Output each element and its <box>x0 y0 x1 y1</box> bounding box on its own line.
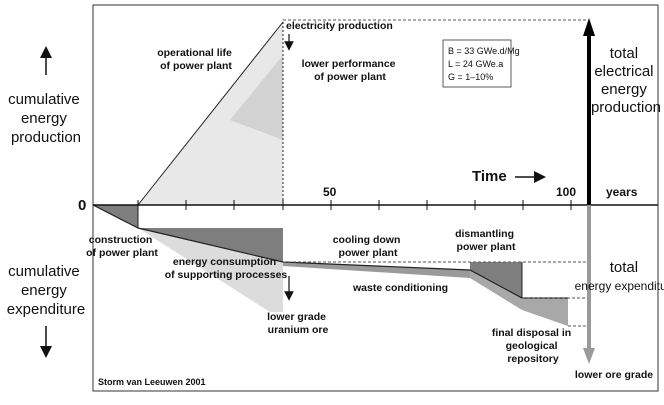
dismantling-line-2: power plant <box>457 241 516 253</box>
total-production-line-2: electrical <box>594 63 653 80</box>
time-label: Time <box>472 168 507 185</box>
dismantling-label: dismantling power plant <box>455 228 517 253</box>
expenditure-side-line-2: energy <box>21 282 67 299</box>
construction-line-2: of power plant <box>86 247 158 259</box>
lower-grade-label: lower grade uranium ore <box>267 311 329 336</box>
supporting-processes-line-2: of supporting processes <box>165 269 288 281</box>
lower-performance-line-2: of power plant <box>314 71 386 83</box>
total-production-line-1: total <box>610 45 638 62</box>
parameter-b: B = 33 GWe.d/Mg <box>448 46 520 56</box>
operational-life-line-1: operational life <box>157 47 232 59</box>
final-disposal-line-2: geological <box>506 340 558 352</box>
parameter-box <box>442 39 512 88</box>
lower-performance-line-1: lower performance <box>302 58 396 70</box>
tick-50-label: 50 <box>323 185 337 199</box>
diagram-frame <box>92 4 659 392</box>
parameter-l: L = 24 GWe.a <box>448 59 503 69</box>
expenditure-side-label: cumulative energy expenditure <box>7 263 85 318</box>
total-production-label: total electrical energy production <box>591 45 661 116</box>
waste-conditioning-label: waste conditioning <box>352 282 448 294</box>
total-production-arrowhead-icon <box>583 18 595 36</box>
total-expenditure-label: total energy expenditure <box>575 259 664 293</box>
lower-grade-line-1: lower grade <box>267 311 326 323</box>
production-side-line-1: cumulative <box>8 91 80 108</box>
cooling-down-line-1: cooling down <box>333 234 401 246</box>
expenditure-side-line-1: cumulative <box>8 263 80 280</box>
axis-ticks <box>137 200 572 210</box>
cooling-down-line-2: power plant <box>339 247 398 259</box>
total-expenditure-line-2: energy expenditure <box>575 279 664 293</box>
lower-grade-line-2: uranium ore <box>268 324 329 336</box>
total-expenditure-line-1: total <box>610 259 638 276</box>
expenditure-side-line-3: expenditure <box>7 301 85 318</box>
final-disposal-label: final disposal in geological repository <box>492 327 574 365</box>
zero-label: 0 <box>78 197 86 214</box>
supporting-processes-label: energy consumption of supporting process… <box>165 256 288 281</box>
production-side-line-3: production <box>11 129 81 146</box>
waste-conditioning-area <box>283 262 470 278</box>
operational-life-line-2: of power plant <box>160 60 232 72</box>
lower-performance-label: lower performance of power plant <box>302 58 399 83</box>
final-disposal-area <box>470 270 568 326</box>
cooling-down-label: cooling down power plant <box>333 234 404 259</box>
total-production-line-3: energy <box>601 81 647 98</box>
parameter-g: G = 1–10% <box>448 72 493 82</box>
operational-life-label: operational life of power plant <box>157 47 235 72</box>
lower-ore-grade-arrowhead-icon <box>583 348 595 364</box>
lower-ore-grade-label: lower ore grade <box>575 369 653 381</box>
tick-100-label: 100 <box>556 185 576 199</box>
production-line <box>137 21 284 206</box>
production-side-line-2: energy <box>21 110 67 127</box>
dismantling-area <box>470 262 522 298</box>
construction-line-1: construction <box>89 234 153 246</box>
total-production-line-4: production <box>591 99 661 116</box>
credit-label: Storm van Leeuwen 2001 <box>98 377 206 387</box>
construction-label: construction of power plant <box>86 234 158 259</box>
final-disposal-line-3: repository <box>507 353 559 365</box>
electricity-production-label: electricity production <box>286 20 393 32</box>
lower-grade-area <box>138 228 283 312</box>
supporting-processes-line-1: energy consumption <box>173 256 276 268</box>
years-label: years <box>606 185 638 199</box>
lower-performance-area <box>230 55 283 140</box>
dismantling-line-1: dismantling <box>455 228 514 240</box>
final-disposal-line-1: final disposal in <box>492 327 571 339</box>
production-side-label: cumulative energy production <box>8 91 84 146</box>
